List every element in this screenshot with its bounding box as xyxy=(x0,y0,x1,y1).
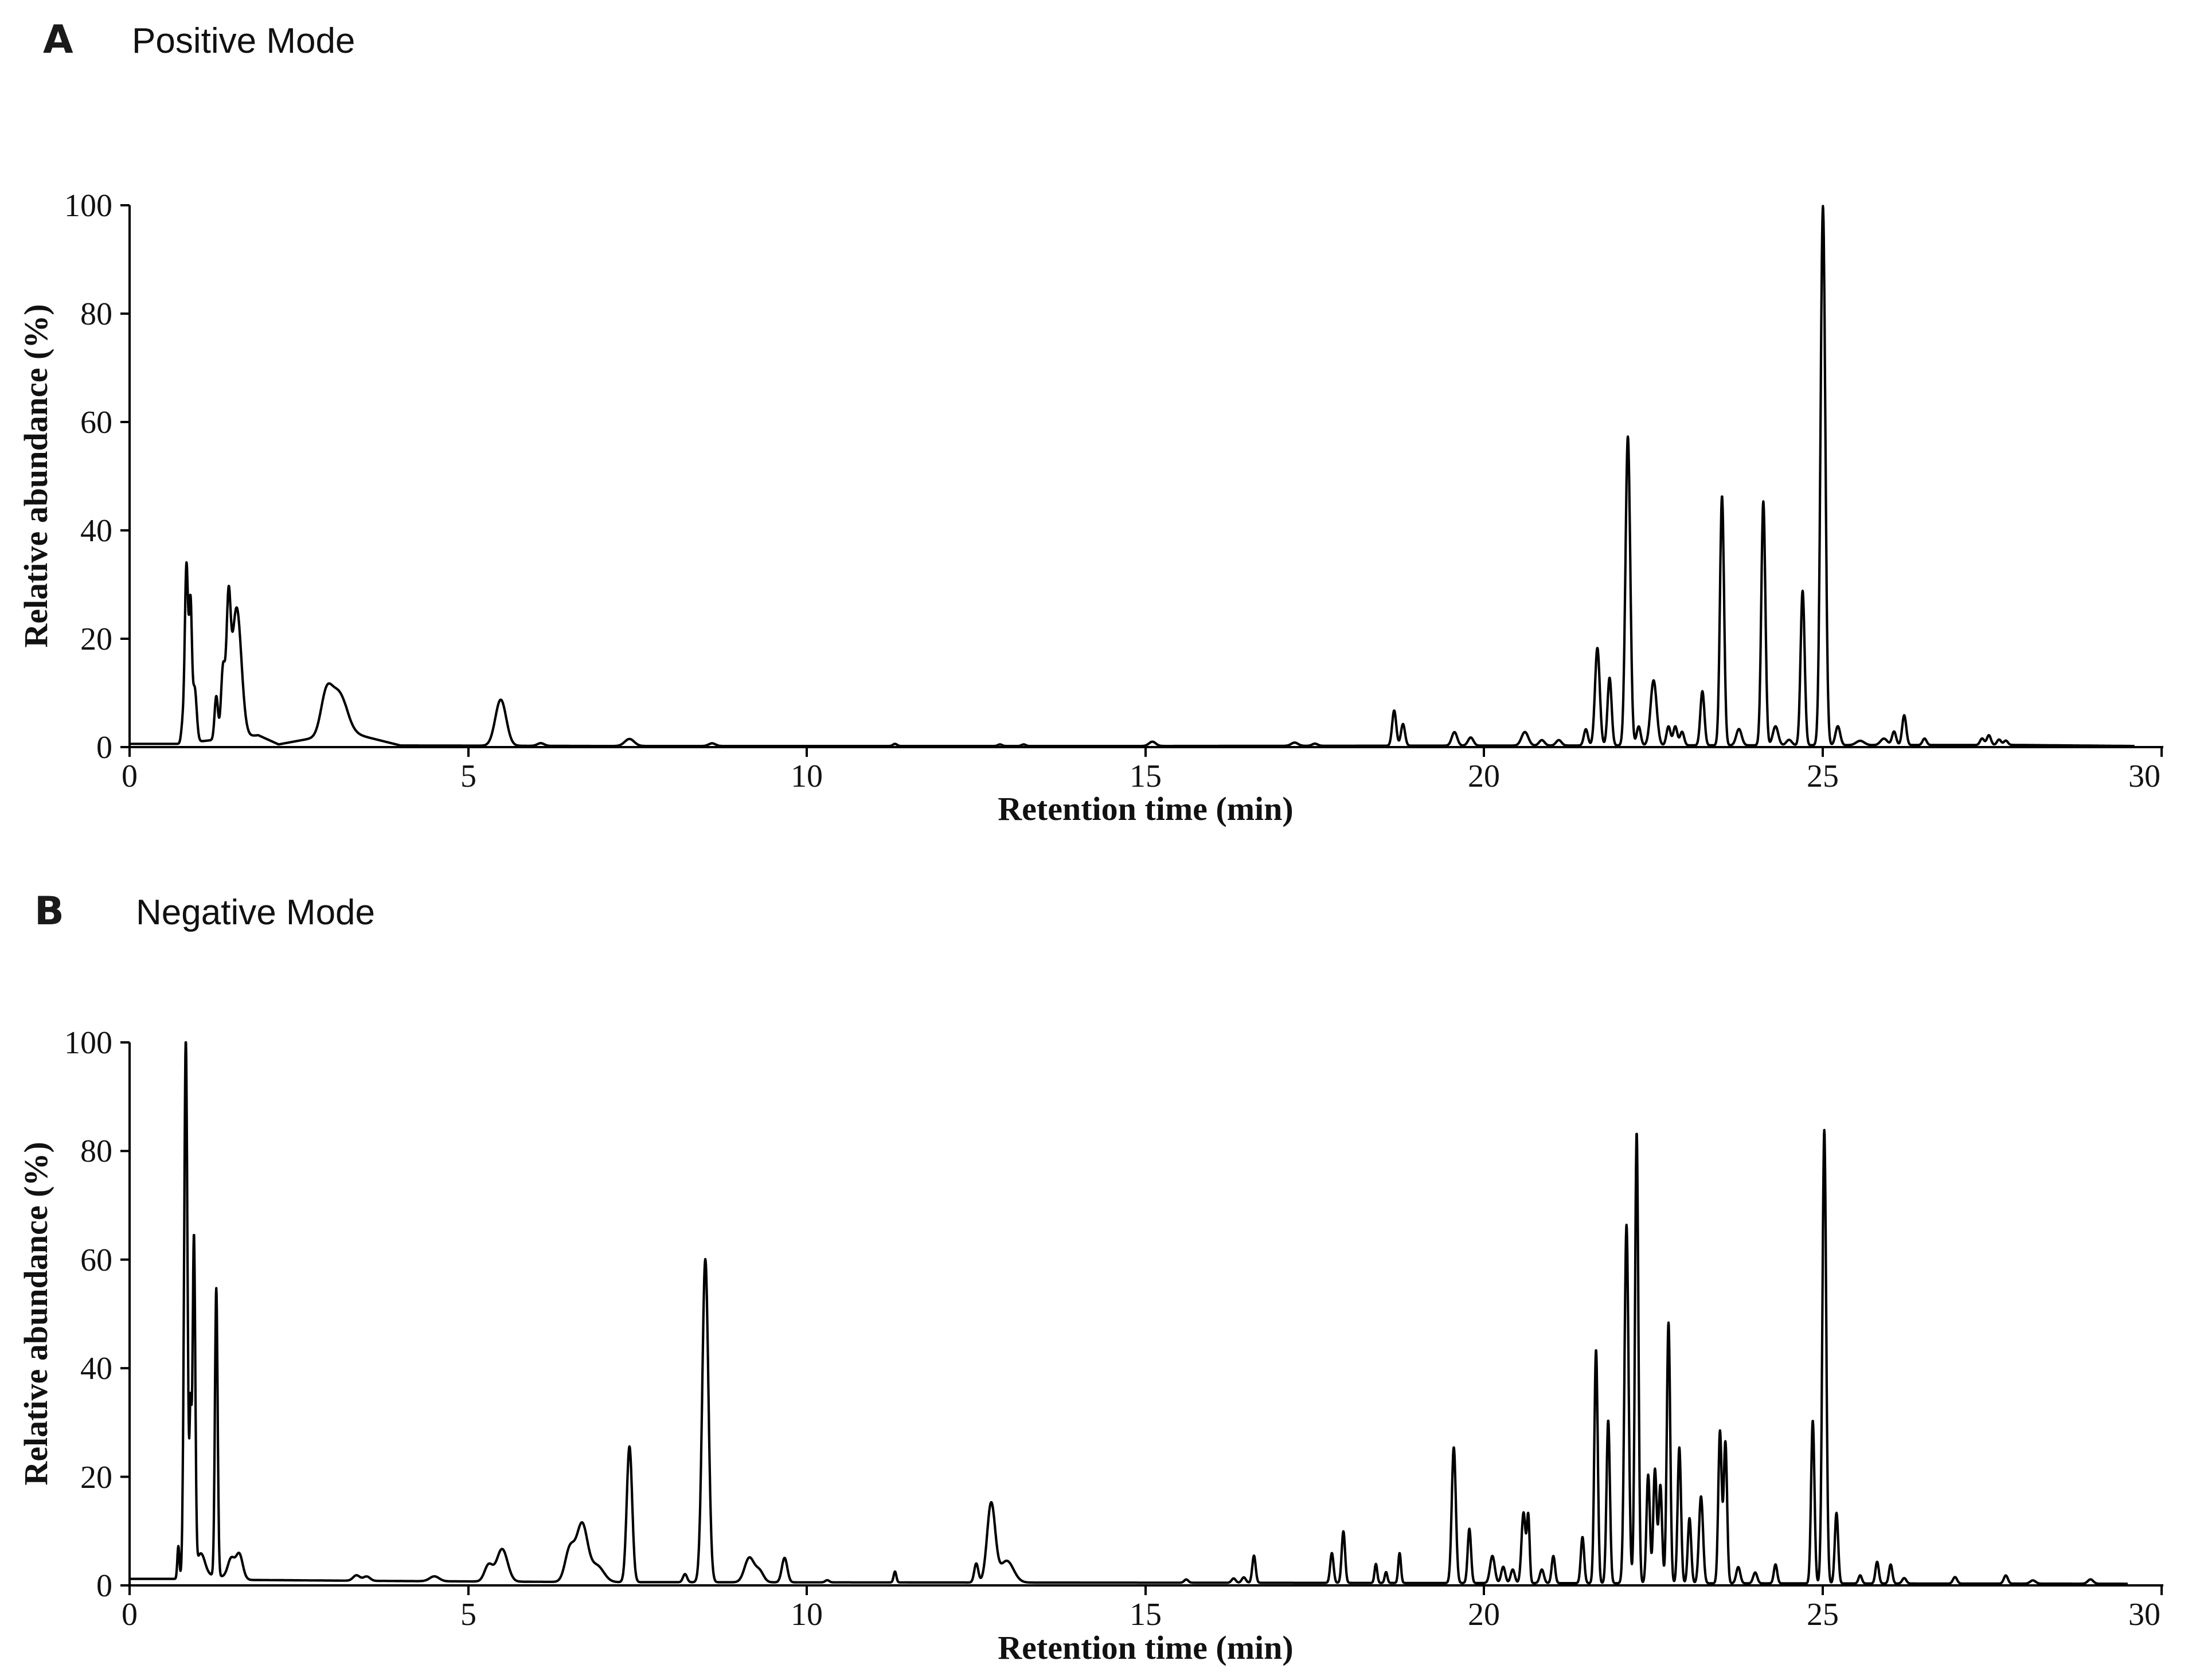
y-tick-label: 100 xyxy=(64,188,112,224)
y-tick-label: 20 xyxy=(80,622,112,657)
y-tick-label: 0 xyxy=(96,1568,112,1604)
panel-label: A xyxy=(43,17,73,62)
x-axis-title: Retention time (min) xyxy=(998,1629,1293,1666)
y-ticks: 0 20 40 60 80 100 xyxy=(64,188,130,765)
x-tick-label: 0 xyxy=(122,1597,138,1632)
y-tick-label: 20 xyxy=(80,1460,112,1495)
y-tick-label: 80 xyxy=(80,1134,112,1169)
x-tick-label: 20 xyxy=(1468,1597,1500,1632)
panel-title: Negative Mode xyxy=(136,893,375,932)
panel-negative-mode: B Negative Mode 0 20 40 60 80 100 0 xyxy=(17,889,2163,1666)
y-tick-label: 60 xyxy=(80,405,112,440)
x-tick-label: 25 xyxy=(1807,1597,1839,1632)
y-tick-label: 60 xyxy=(80,1243,112,1278)
chromatogram-trace xyxy=(128,1041,2129,1585)
chromatogram-trace xyxy=(128,205,2136,748)
y-tick-label: 40 xyxy=(80,1351,112,1386)
panel-label: B xyxy=(34,889,64,934)
x-tick-label: 20 xyxy=(1468,759,1500,794)
x-tick-label: 10 xyxy=(791,1597,823,1632)
x-tick-label: 25 xyxy=(1807,759,1839,794)
y-ticks: 0 20 40 60 80 100 xyxy=(64,1025,130,1604)
y-axis-title: Relative abundance (%) xyxy=(17,304,54,647)
x-tick-label: 30 xyxy=(2128,759,2160,794)
y-tick-label: 40 xyxy=(80,513,112,549)
y-tick-label: 100 xyxy=(64,1025,112,1061)
y-tick-label: 0 xyxy=(96,730,112,765)
x-tick-label: 5 xyxy=(460,759,476,794)
y-axis-title: Relative abundance (%) xyxy=(17,1142,54,1485)
y-tick-label: 80 xyxy=(80,296,112,332)
x-tick-label: 5 xyxy=(460,1597,476,1632)
x-tick-label: 0 xyxy=(122,759,138,794)
x-ticks: 0 5 10 15 20 25 30 xyxy=(122,747,2163,794)
x-axis-title: Retention time (min) xyxy=(998,790,1293,827)
panel-positive-mode: A Positive Mode 0 20 40 60 80 100 0 xyxy=(17,17,2163,827)
x-tick-label: 15 xyxy=(1130,1597,1162,1632)
x-tick-label: 10 xyxy=(791,759,823,794)
x-ticks: 0 5 10 15 20 25 30 xyxy=(122,1585,2163,1632)
x-tick-label: 30 xyxy=(2128,1597,2160,1632)
panel-title: Positive Mode xyxy=(132,21,355,61)
x-tick-label: 15 xyxy=(1130,759,1162,794)
